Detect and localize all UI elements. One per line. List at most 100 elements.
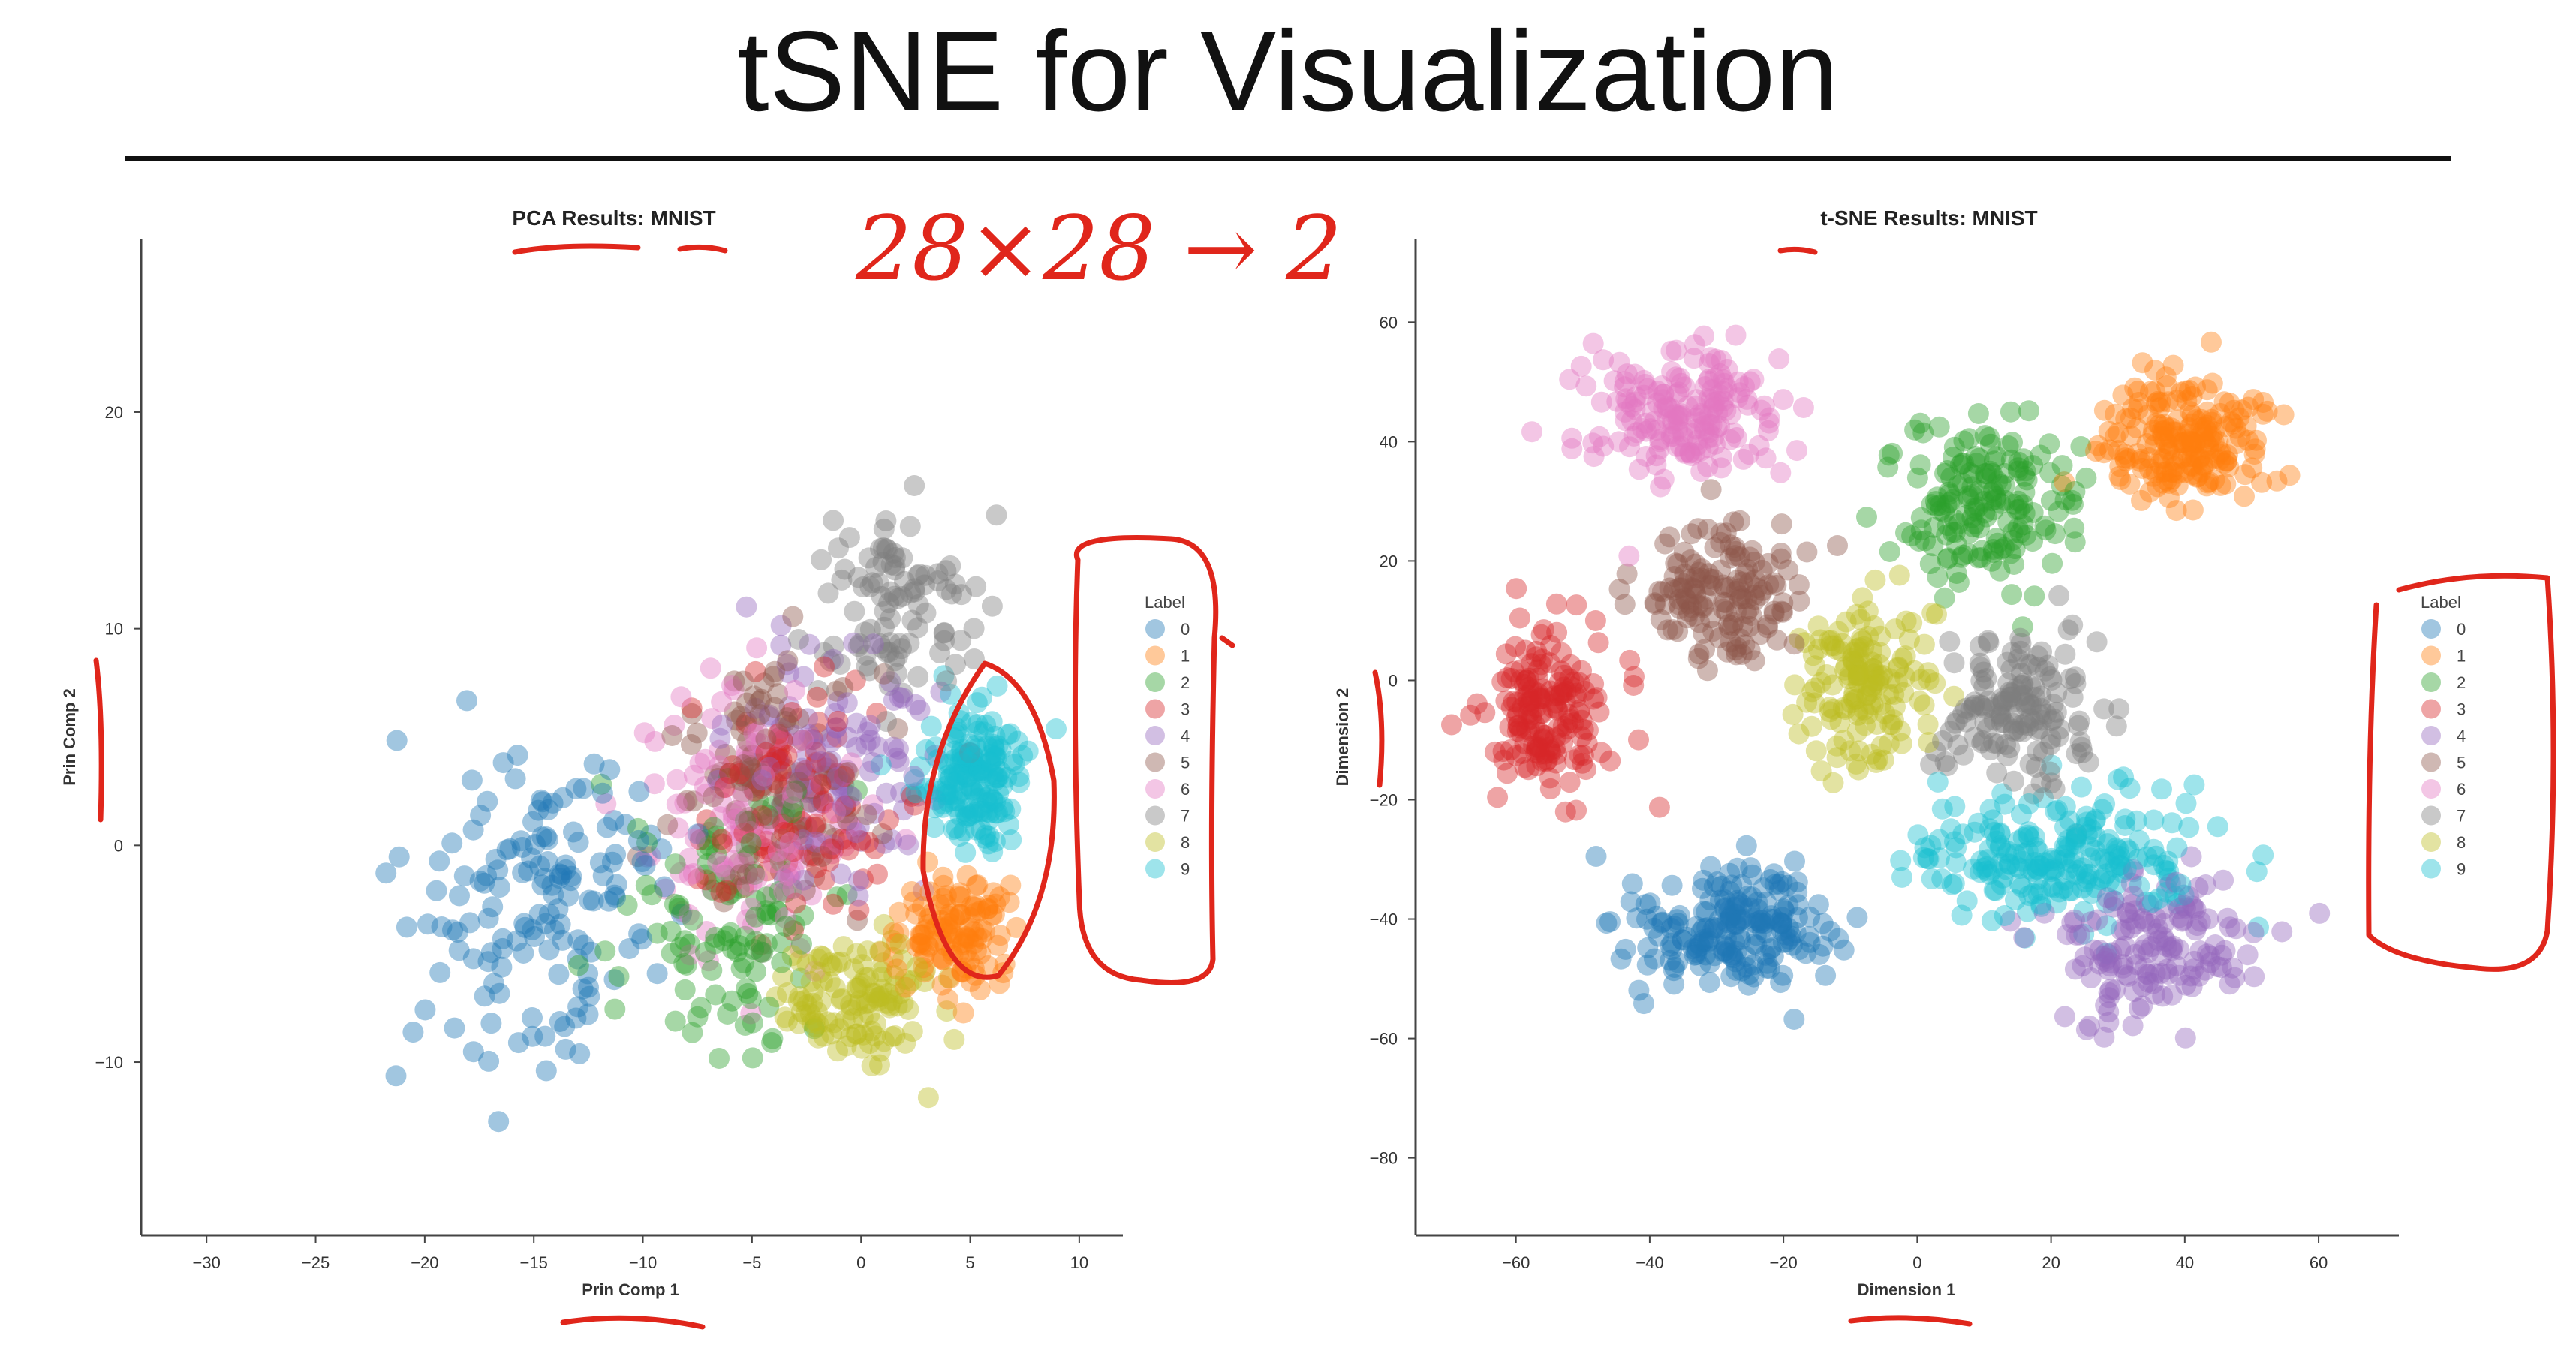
tsne-point-label-1 <box>2204 448 2226 470</box>
pca-legend-label-1: 1 <box>1181 647 1190 666</box>
pca-point-label-3 <box>744 780 765 802</box>
tsne-point-label-6 <box>1693 325 1714 347</box>
pca-point-label-3 <box>681 697 703 719</box>
pca-point-label-0 <box>565 1007 587 1029</box>
tsne-point-label-9 <box>1907 824 1929 846</box>
pca-point-label-6 <box>801 884 823 906</box>
tsne-point-label-9 <box>2099 851 2120 873</box>
pca-point-label-8 <box>871 966 892 988</box>
pca-point-label-7 <box>883 542 904 564</box>
pca-point-label-8 <box>808 1013 829 1034</box>
pca-point-label-8 <box>805 1016 826 1037</box>
tsne-y-tick-label: −20 <box>1370 790 1398 809</box>
tsne-point-label-7 <box>2003 770 2024 792</box>
tsne-point-label-7 <box>1969 652 1991 674</box>
tsne-point-label-0 <box>1585 846 1607 867</box>
pca-point-label-7 <box>871 585 892 607</box>
tsne-point-label-7 <box>1955 711 1977 733</box>
tsne-point-label-4 <box>2140 913 2162 935</box>
tsne-point-label-0 <box>1699 972 1720 994</box>
pca-point-label-4 <box>838 784 860 806</box>
pca-legend-marker-0 <box>1145 619 1165 639</box>
pca-point-label-3 <box>827 710 849 732</box>
tsne-point-label-8 <box>1909 690 1930 712</box>
pca-point-label-3 <box>810 774 832 796</box>
pca-point-label-5 <box>764 697 785 718</box>
tsne-point-label-3 <box>1572 745 1594 766</box>
pca-point-label-3 <box>765 746 787 768</box>
pca-point-label-8 <box>861 1055 883 1076</box>
pca-point-label-9 <box>944 748 966 770</box>
tsne-point-label-6 <box>1637 378 1658 399</box>
pca-point-label-1 <box>949 886 971 908</box>
pca-point-label-6 <box>862 794 884 816</box>
pca-point-label-9 <box>937 764 959 786</box>
pca-point-label-0 <box>537 851 558 872</box>
pca-point-label-9 <box>984 746 1006 768</box>
tsne-point-label-8 <box>1882 709 1904 731</box>
tsne-legend-label-6: 6 <box>2457 780 2466 799</box>
pca-point-label-3 <box>857 832 879 853</box>
pca-point-label-9 <box>946 770 968 792</box>
pca-point-label-0 <box>563 821 584 843</box>
pca-point-label-0 <box>549 863 570 885</box>
pca-point-label-4 <box>905 694 926 715</box>
pca-point-label-5 <box>751 799 772 821</box>
tsne-point-label-9 <box>2012 827 2034 848</box>
tsne-point-label-7 <box>1999 686 2021 708</box>
pca-point-label-4 <box>796 744 818 766</box>
pca-point-label-4 <box>827 784 849 806</box>
pca-point-label-9 <box>949 805 971 826</box>
tsne-legend-label-1: 1 <box>2457 647 2466 666</box>
pca-point-label-2 <box>784 914 805 936</box>
tsne-point-label-1 <box>2279 465 2301 486</box>
pca-point-label-5 <box>749 691 771 712</box>
pca-point-label-4 <box>820 727 841 748</box>
pca-point-label-1 <box>987 934 1009 956</box>
pca-point-label-5 <box>767 683 789 705</box>
pca-point-label-7 <box>869 633 891 654</box>
pca-point-label-9 <box>1001 829 1022 850</box>
tsne-point-label-5 <box>1700 479 1722 501</box>
pca-point-label-7 <box>945 654 966 676</box>
pca-point-label-8 <box>787 991 809 1013</box>
pca-point-label-4 <box>883 690 904 711</box>
pca-point-label-9 <box>965 756 987 777</box>
pca-point-label-0 <box>480 942 502 964</box>
tsne-point-label-9 <box>2105 856 2126 878</box>
tsne-point-label-6 <box>1590 391 1612 413</box>
pca-point-label-5 <box>803 778 824 799</box>
tsne-point-label-5 <box>1729 578 1750 600</box>
pca-point-label-8 <box>913 971 935 993</box>
pca-point-label-8 <box>823 1012 845 1034</box>
pca-point-label-6 <box>712 855 734 877</box>
tsne-point-label-6 <box>1748 435 1770 456</box>
pca-point-label-4 <box>793 666 814 688</box>
tsne-point-label-3 <box>1487 787 1509 808</box>
pca-point-label-1 <box>966 926 988 948</box>
pca-point-label-3 <box>766 772 788 794</box>
tsne-point-label-9 <box>2052 878 2074 900</box>
pca-point-label-5 <box>715 743 736 765</box>
pca-point-label-4 <box>785 769 807 790</box>
pca-point-label-9 <box>971 686 993 708</box>
pca-point-label-6 <box>698 950 719 972</box>
pca-point-label-0 <box>431 916 453 937</box>
tsne-point-label-9 <box>1985 880 2006 901</box>
pca-point-label-7 <box>904 578 925 600</box>
tsne-point-label-3 <box>1572 718 1594 740</box>
pca-point-label-2 <box>734 925 756 947</box>
pca-legend-label-3: 3 <box>1181 700 1190 719</box>
underline-tsne-xlabel <box>1848 1315 1973 1327</box>
tsne-point-label-2 <box>1967 547 1989 569</box>
pca-point-label-2 <box>704 933 726 955</box>
pca-point-label-3 <box>751 805 773 827</box>
pca-point-label-9 <box>981 711 1003 733</box>
tsne-point-label-8 <box>1926 603 1947 625</box>
pca-point-label-4 <box>826 766 848 788</box>
tsne-point-label-5 <box>1665 552 1687 574</box>
pca-point-label-0 <box>531 874 553 896</box>
tsne-point-label-1 <box>2167 409 2189 431</box>
tsne-point-label-2 <box>2001 584 2023 606</box>
tsne-point-label-5 <box>1616 563 1638 585</box>
